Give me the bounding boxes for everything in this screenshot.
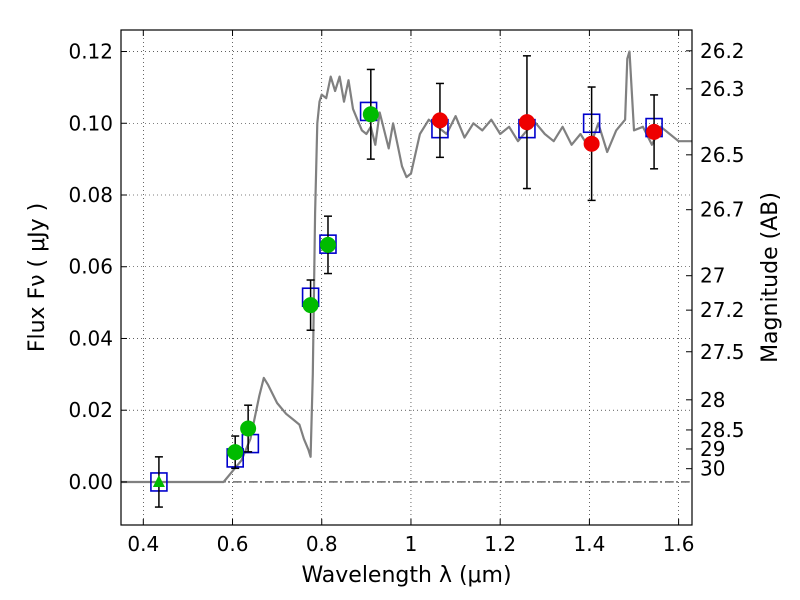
ticks: 0.4 0.6 0.8 1 1.2 1.4 1.6 0.00 0.02 0.04 0.06 0.08 0… xyxy=(68,30,745,556)
y2-tick-label: 30 xyxy=(700,457,725,481)
optical-flux-point xyxy=(362,106,379,123)
x-tick-label: 0.6 xyxy=(217,532,249,556)
y-tick-label: 0.10 xyxy=(68,111,113,135)
optical-flux-point xyxy=(227,444,244,461)
x-tick-label: 1.4 xyxy=(573,532,605,556)
y-tick-label: 0.04 xyxy=(68,326,113,350)
x-axis-label: Wavelength λ (μm) xyxy=(301,563,511,588)
y2-tick-label: 26.5 xyxy=(700,143,745,167)
x-tick-label: 1 xyxy=(405,532,418,556)
x-tick-label: 0.4 xyxy=(127,532,159,556)
ir-flux-point xyxy=(518,114,535,131)
y-tick-label: 0.08 xyxy=(68,183,113,207)
ir-flux-point xyxy=(583,135,600,152)
upper-limit-marker xyxy=(152,474,165,487)
y-axis-label: Flux Fν ( μJy ) xyxy=(25,203,50,352)
y2-tick-label: 26.2 xyxy=(700,39,745,63)
y-tick-label: 0.00 xyxy=(68,470,113,494)
optical-flux-point xyxy=(240,420,257,437)
model-spectrum-line xyxy=(121,50,692,484)
y2-tick-label: 27.2 xyxy=(700,298,745,322)
y2-tick-label: 28 xyxy=(700,388,725,412)
ir-flux-point xyxy=(431,112,448,129)
plot-area xyxy=(121,50,692,508)
optical-flux-point xyxy=(319,236,336,253)
y-tick-label: 0.02 xyxy=(68,398,113,422)
x-tick-label: 1.6 xyxy=(663,532,695,556)
grid xyxy=(121,30,692,525)
axes-frame xyxy=(120,29,693,526)
x-tick-label: 0.8 xyxy=(306,532,338,556)
y2-tick-label: 29 xyxy=(700,437,725,461)
ir-flux-point xyxy=(646,123,663,140)
y2-tick-label: 26.7 xyxy=(700,198,745,222)
y2-axis-label: Magnitude (AB) xyxy=(758,192,783,363)
y-tick-label: 0.12 xyxy=(68,40,113,64)
y2-tick-label: 28.5 xyxy=(700,418,745,442)
optical-flux-point xyxy=(302,297,319,314)
y-tick-label: 0.06 xyxy=(68,255,113,279)
x-tick-label: 1.2 xyxy=(484,532,516,556)
y2-tick-label: 26.3 xyxy=(700,77,745,101)
y2-tick-label: 27.5 xyxy=(700,340,745,364)
y2-tick-label: 27 xyxy=(700,264,725,288)
